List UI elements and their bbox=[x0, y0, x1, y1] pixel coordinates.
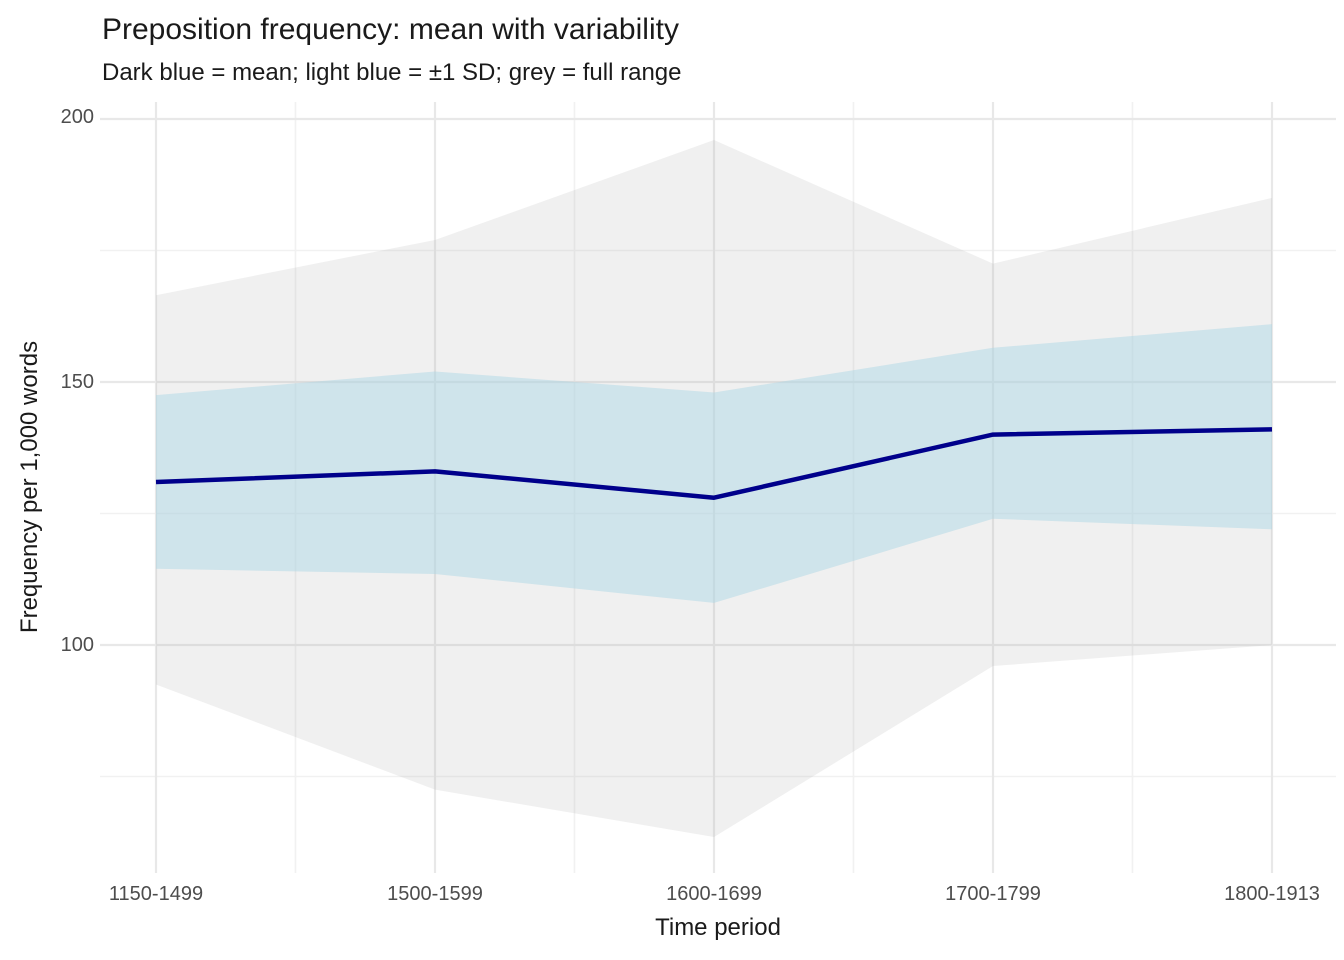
x-tick-label: 1700-1799 bbox=[945, 883, 1041, 905]
sd-band bbox=[156, 324, 1272, 603]
x-tick-label: 1500-1599 bbox=[387, 883, 483, 905]
x-axis-title: Time period bbox=[655, 914, 781, 941]
x-tick-label: 1800-1913 bbox=[1224, 883, 1320, 905]
chart-title: Preposition frequency: mean with variabi… bbox=[102, 13, 679, 46]
y-tick-label: 150 bbox=[60, 371, 94, 393]
y-tick-label: 100 bbox=[60, 634, 94, 656]
mean-line bbox=[155, 427, 1273, 500]
y-tick-label: 200 bbox=[60, 106, 94, 128]
x-tick-label: 1150-1499 bbox=[108, 883, 204, 905]
chart-subtitle: Dark blue = mean; light blue = ±1 SD; gr… bbox=[102, 59, 682, 86]
x-tick-label: 1600-1699 bbox=[666, 883, 762, 905]
